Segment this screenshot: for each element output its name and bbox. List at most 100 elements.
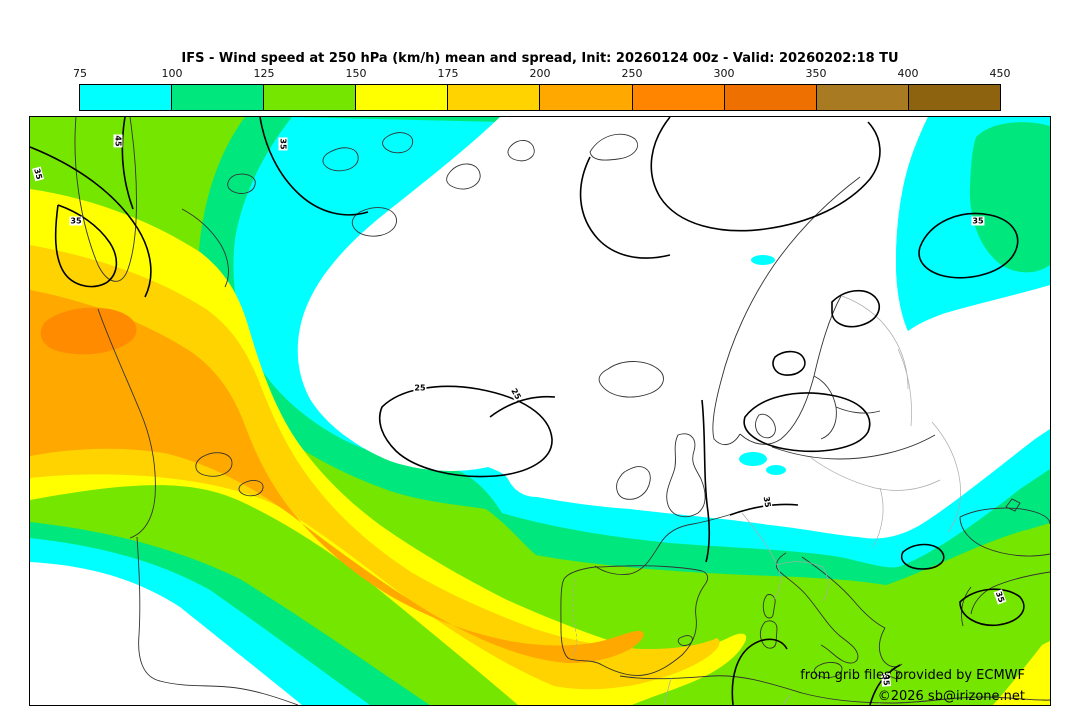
coast-arctic-4	[446, 163, 481, 190]
coast-svalbard	[589, 133, 638, 161]
coast-arctic-1	[181, 208, 229, 288]
band-orange-jet	[30, 290, 644, 664]
colorbar-tick-label: 300	[713, 67, 735, 80]
coast-newfoundland	[195, 452, 233, 477]
colorbar-segment	[172, 85, 265, 110]
coast-italy	[776, 552, 859, 664]
contour-blacksea-loop	[959, 588, 1025, 627]
border-ukraine	[931, 421, 961, 533]
coast-arctic-3	[382, 132, 414, 154]
contour-nw-2	[121, 117, 134, 210]
contour-arctic-loop-2	[579, 156, 671, 259]
colorbar-segment	[816, 85, 909, 110]
coast-channel-france	[659, 510, 743, 545]
colorbar-tick-label: 100	[161, 67, 183, 80]
colorbar-tick-label: 350	[805, 67, 827, 80]
colorbar-segment	[264, 85, 357, 110]
band-orange-core	[40, 307, 137, 355]
spread-contours	[30, 117, 1025, 705]
coast-baltic-south	[771, 434, 936, 460]
coast-crimea	[1005, 498, 1021, 512]
coast-norway	[712, 176, 861, 445]
band-white-sw	[30, 562, 302, 705]
country-borders	[571, 295, 961, 705]
contour-nw-4	[259, 117, 369, 216]
coast-corsica	[762, 594, 776, 619]
coast-iceland	[598, 361, 664, 398]
colorbar-segment	[540, 85, 633, 110]
colorbar-segment	[724, 85, 817, 110]
border-africa-3	[877, 702, 881, 705]
band-cyan-patch-3	[751, 255, 775, 265]
colorbar-tick-label: 75	[73, 67, 87, 80]
colorbar-segment	[448, 85, 541, 110]
contour-nw-1	[30, 146, 152, 298]
coast-labrador	[97, 308, 156, 539]
coast-arctic-6	[507, 140, 535, 162]
border-central-europe	[809, 456, 941, 491]
colorbar-tick-label: 250	[621, 67, 643, 80]
coast-greenland	[74, 117, 137, 282]
coast-north-africa	[619, 675, 1050, 704]
border-alps	[776, 561, 829, 602]
coast-baffin	[227, 173, 256, 194]
band-gold-jet	[30, 245, 720, 690]
coast-island-small-1	[238, 480, 264, 497]
coast-arctic-5	[351, 207, 397, 237]
contour-ne-blob	[918, 212, 1019, 279]
colorbar-ticks: 75 100 125 150 175 200 250 300 350 400 450	[73, 67, 1011, 81]
coast-sardinia	[759, 620, 778, 649]
coast-ireland	[616, 466, 651, 500]
contour-baltic-loop	[772, 350, 806, 376]
coast-denmark	[755, 413, 776, 439]
coast-adriatic-balkans	[801, 556, 886, 629]
colorbar-tick-label: 400	[897, 67, 919, 80]
band-white-central	[297, 117, 1050, 539]
coast-black-sea-south	[959, 516, 1050, 557]
colorbar-tick-label: 200	[529, 67, 551, 80]
contour-nw-3	[54, 204, 118, 288]
band-cyan-patch-2	[766, 465, 786, 475]
contour-france	[701, 399, 711, 563]
coast-sweden-baltic	[739, 295, 842, 445]
colorbar-segment	[908, 85, 1000, 110]
band-yellow-wedge-se	[993, 641, 1050, 705]
coast-sicily	[813, 662, 843, 679]
colorbar-tick-label: 150	[345, 67, 367, 80]
coast-black-sea-north	[959, 507, 1050, 525]
contour-anatolia-loop	[901, 543, 945, 570]
coast-finland	[835, 406, 881, 414]
contour-arctic-loop-1	[650, 117, 881, 232]
colorbar-tick-label: 175	[437, 67, 459, 80]
page-title: IFS - Wind speed at 250 hPa (km/h) mean …	[181, 51, 899, 66]
coast-balearics	[677, 635, 693, 646]
coast-arctic-2	[322, 147, 359, 172]
map-canvas: 45 35 35 35 25 25 35 35 35 35 from grib files pro…	[29, 116, 1051, 706]
coast-us-east	[136, 536, 299, 705]
contour-denmark-loop	[743, 392, 871, 452]
border-baltics	[897, 348, 912, 427]
border-africa-1	[663, 677, 672, 705]
colorbar-tick-label: 125	[253, 67, 275, 80]
attribution-line1: from grib files provided by ECMWF	[800, 668, 1025, 683]
border-africa-2	[782, 694, 791, 705]
coast-great-britain	[666, 433, 706, 518]
band-spring-blob-ne	[969, 122, 1050, 273]
border-poland	[872, 487, 884, 548]
coast-turkey	[970, 571, 1050, 615]
colorbar-segment	[80, 85, 173, 110]
colorbar-tick-label: 450	[989, 67, 1011, 80]
colorbar-segment	[632, 85, 725, 110]
contour-scand-loop	[831, 289, 880, 328]
coast-iberia	[560, 565, 709, 676]
attribution-line2: ©2026 sb@irizone.net	[877, 689, 1025, 704]
coastlines	[74, 117, 1050, 705]
contour-25-loop	[378, 385, 553, 478]
wind-map-svg	[30, 117, 1050, 705]
colorbar-segment	[356, 85, 449, 110]
border-portugal	[571, 578, 578, 656]
band-cyan-patch-1	[739, 452, 767, 466]
contour-algeria	[731, 638, 788, 705]
coast-aegean	[960, 586, 972, 627]
